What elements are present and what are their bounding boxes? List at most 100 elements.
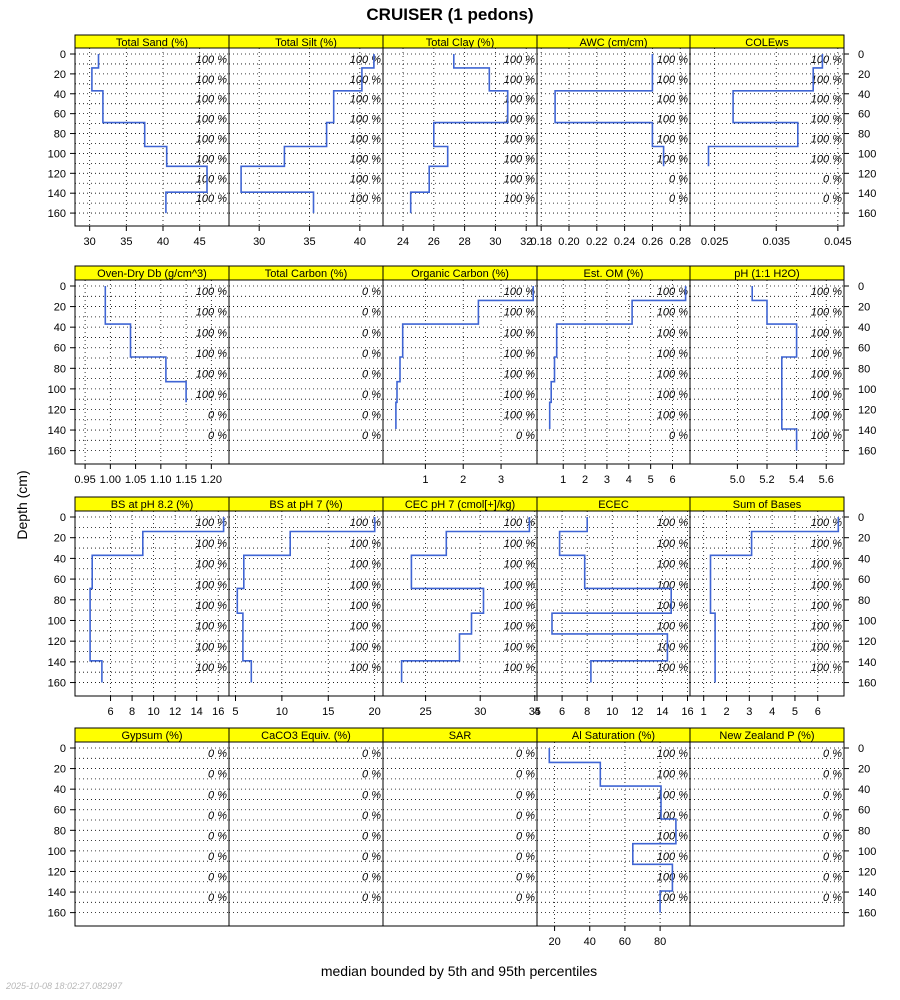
x-tick-label: 32 [520, 236, 532, 248]
coverage-label: 100 % [350, 153, 381, 165]
coverage-label: 0 % [362, 851, 381, 863]
coverage-label: 0 % [208, 872, 227, 884]
coverage-label: 0 % [823, 872, 842, 884]
y-tick-label: 120 [48, 168, 66, 180]
y-tick-label: 160 [858, 678, 876, 690]
coverage-label: 100 % [504, 327, 535, 339]
panel-title: AWC (cm/cm) [579, 37, 647, 49]
y-tick-label: 60 [858, 574, 870, 586]
x-tick-label: 10 [606, 706, 618, 718]
y-tick-label: 120 [858, 636, 876, 648]
panel-title: New Zealand P (%) [719, 730, 814, 742]
panel-title: Est. OM (%) [584, 268, 644, 280]
y-tick-label: 40 [54, 89, 66, 101]
coverage-label: 100 % [657, 153, 688, 165]
coverage-label: 100 % [350, 600, 381, 612]
coverage-label: 0 % [208, 830, 227, 842]
panel-title: BS at pH 8.2 (%) [111, 499, 194, 511]
coverage-label: 100 % [504, 74, 535, 86]
coverage-label: 0 % [669, 430, 688, 442]
panel-frame [74, 741, 230, 927]
coverage-label: 0 % [823, 892, 842, 904]
y-tick-label: 100 [858, 384, 876, 396]
x-tick-label: 40 [354, 236, 366, 248]
y-tick-label: 100 [48, 148, 66, 160]
x-tick-label: 12 [169, 706, 181, 718]
coverage-label: 100 % [196, 114, 227, 126]
coverage-label: 100 % [657, 74, 688, 86]
y-tick-label: 80 [54, 129, 66, 141]
y-tick-label: 0 [60, 281, 66, 293]
y-tick-label: 20 [54, 764, 66, 776]
x-tick-label: 5 [792, 706, 798, 718]
panel-title: pH (1:1 H2O) [734, 268, 799, 280]
y-tick-label: 140 [48, 887, 66, 899]
coverage-label: 100 % [504, 94, 535, 106]
y-tick-label: 60 [54, 343, 66, 355]
y-tick-label: 160 [858, 908, 876, 920]
y-tick-label: 80 [54, 825, 66, 837]
x-tick-label: 2 [723, 706, 729, 718]
coverage-label: 100 % [504, 173, 535, 185]
y-tick-label: 20 [858, 533, 870, 545]
coverage-label: 100 % [350, 517, 381, 529]
coverage-label: 100 % [196, 307, 227, 319]
y-tick-label: 140 [858, 657, 876, 669]
median-profile-line [91, 54, 208, 214]
x-tick-label: 20 [369, 706, 381, 718]
coverage-label: 100 % [657, 286, 688, 298]
coverage-label: 100 % [350, 94, 381, 106]
coverage-label: 100 % [350, 54, 381, 66]
coverage-label: 100 % [504, 114, 535, 126]
coverage-label: 0 % [516, 851, 535, 863]
x-tick-label: 25 [419, 706, 431, 718]
y-tick-label: 0 [858, 512, 864, 524]
y-tick-label: 80 [54, 363, 66, 375]
coverage-label: 100 % [657, 600, 688, 612]
panel-frame [689, 510, 845, 697]
coverage-label: 100 % [657, 579, 688, 591]
panel-title: Gypsum (%) [121, 730, 182, 742]
coverage-label: 100 % [657, 517, 688, 529]
coverage-label: 100 % [504, 307, 535, 319]
coverage-label: 100 % [811, 348, 842, 360]
coverage-label: 100 % [811, 94, 842, 106]
coverage-label: 100 % [350, 559, 381, 571]
x-tick-label: 1.15 [175, 474, 196, 486]
coverage-label: 100 % [657, 641, 688, 653]
y-tick-label: 40 [858, 553, 870, 565]
y-tick-label: 160 [48, 208, 66, 220]
coverage-label: 100 % [350, 662, 381, 674]
coverage-label: 100 % [657, 538, 688, 550]
x-tick-label: 60 [619, 936, 631, 948]
y-tick-label: 20 [858, 302, 870, 314]
coverage-label: 0 % [362, 892, 381, 904]
coverage-label: 100 % [350, 641, 381, 653]
x-tick-label: 26 [428, 236, 440, 248]
coverage-label: 0 % [208, 748, 227, 760]
coverage-label: 100 % [504, 538, 535, 550]
coverage-label: 100 % [811, 559, 842, 571]
coverage-label: 100 % [350, 74, 381, 86]
y-tick-label: 120 [858, 168, 876, 180]
x-tick-label: 15 [322, 706, 334, 718]
median-profile-line [236, 517, 376, 683]
y-tick-label: 0 [60, 743, 66, 755]
panel-frame [228, 279, 384, 465]
y-tick-label: 100 [858, 846, 876, 858]
coverage-label: 100 % [657, 748, 688, 760]
coverage-label: 0 % [823, 173, 842, 185]
y-tick-label: 80 [54, 595, 66, 607]
coverage-label: 100 % [504, 410, 535, 422]
x-tick-label: 24 [397, 236, 409, 248]
panel-title: Total Silt (%) [275, 37, 337, 49]
y-tick-label: 40 [858, 322, 870, 334]
coverage-label: 100 % [657, 134, 688, 146]
coverage-label: 100 % [657, 789, 688, 801]
coverage-label: 0 % [362, 789, 381, 801]
x-tick-label: 30 [253, 236, 265, 248]
x-tick-label: 35 [303, 236, 315, 248]
x-tick-label: 1 [560, 474, 566, 486]
coverage-label: 100 % [196, 153, 227, 165]
